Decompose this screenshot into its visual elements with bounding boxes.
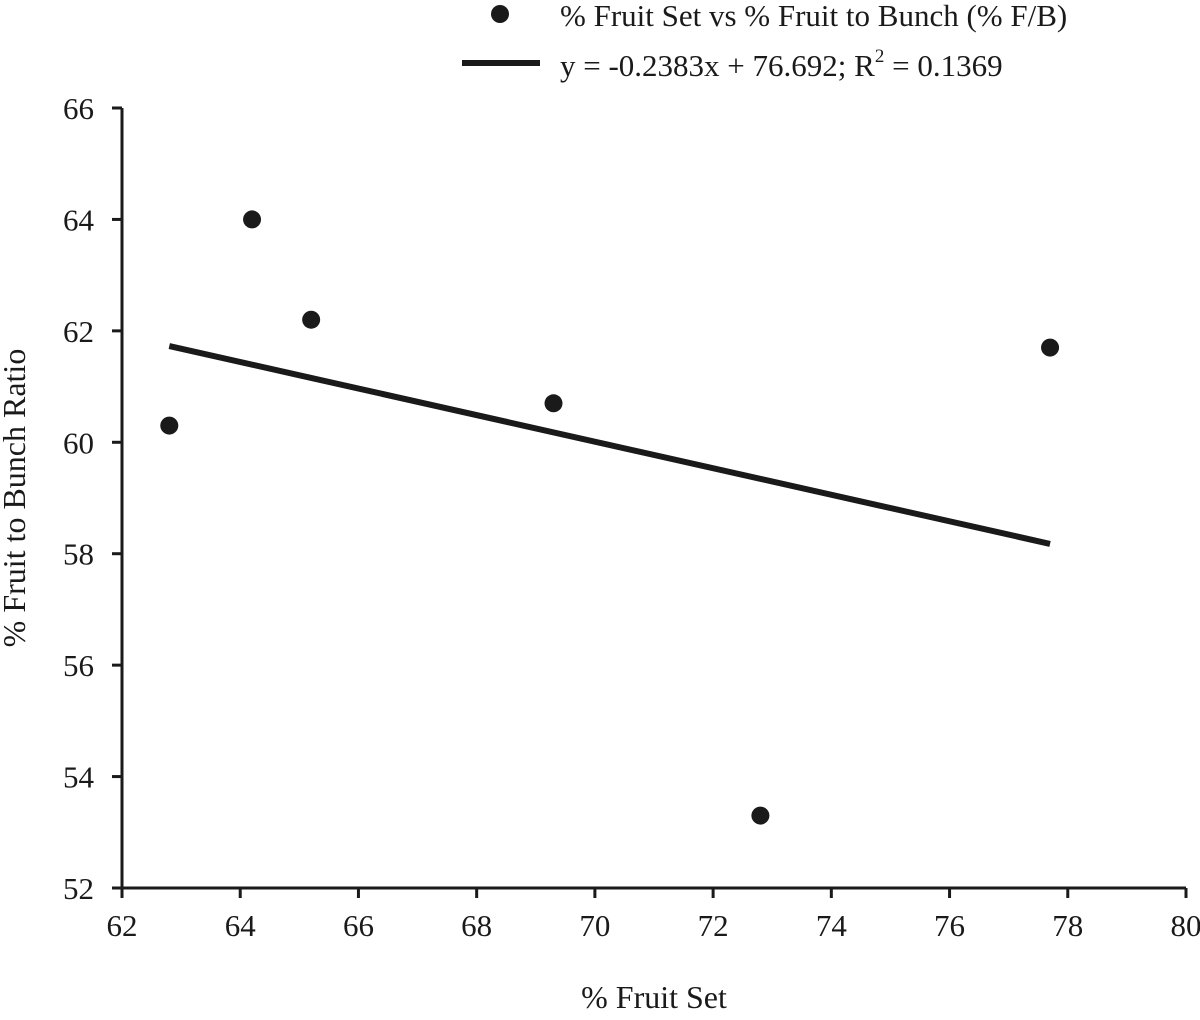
legend-trend-r2: = 0.1369 [884, 48, 1002, 83]
x-axis-title: % Fruit Set [581, 979, 727, 1015]
x-tick-label: 76 [934, 908, 965, 943]
legend-trend-equation: y = -0.2383x + 76.692; R [560, 48, 875, 83]
x-tick-label: 70 [579, 908, 610, 943]
x-axis-ticks: 62 64 66 68 70 72 74 76 78 80 [107, 888, 1200, 943]
x-tick-label: 72 [698, 908, 729, 943]
legend-label-trendline: y = -0.2383x + 76.692; R2 = 0.1369 [560, 46, 1003, 83]
y-tick-label: 62 [63, 314, 94, 349]
y-tick-label: 52 [63, 871, 94, 906]
legend-trend-superscript: 2 [875, 46, 885, 67]
trendline [168, 343, 1051, 547]
legend: % Fruit Set vs % Fruit to Bunch (% F/B) … [462, 0, 1067, 83]
y-tick-label: 60 [63, 425, 94, 460]
y-axis-ticks: 52 54 56 58 60 62 64 66 [63, 91, 122, 906]
data-point [302, 310, 321, 329]
data-point [1041, 338, 1060, 357]
y-axis-title: % Fruit to Bunch Ratio [0, 349, 32, 648]
y-tick-label: 56 [63, 648, 94, 683]
y-tick-label: 54 [63, 760, 95, 795]
x-tick-label: 80 [1171, 908, 1200, 943]
x-tick-label: 66 [343, 908, 374, 943]
x-tick-label: 78 [1052, 908, 1083, 943]
data-point [544, 394, 563, 413]
x-tick-label: 62 [107, 908, 138, 943]
x-tick-label: 68 [461, 908, 492, 943]
y-tick-label: 66 [63, 91, 94, 126]
data-point [160, 416, 179, 435]
legend-label-scatter: % Fruit Set vs % Fruit to Bunch (% F/B) [560, 0, 1067, 33]
data-point [751, 806, 770, 825]
x-tick-label: 64 [225, 908, 257, 943]
legend-marker-scatter [491, 5, 509, 23]
y-tick-label: 58 [63, 537, 94, 572]
y-tick-label: 64 [63, 202, 95, 237]
data-point [243, 210, 262, 229]
x-tick-label: 74 [816, 908, 848, 943]
data-points [160, 210, 1060, 825]
